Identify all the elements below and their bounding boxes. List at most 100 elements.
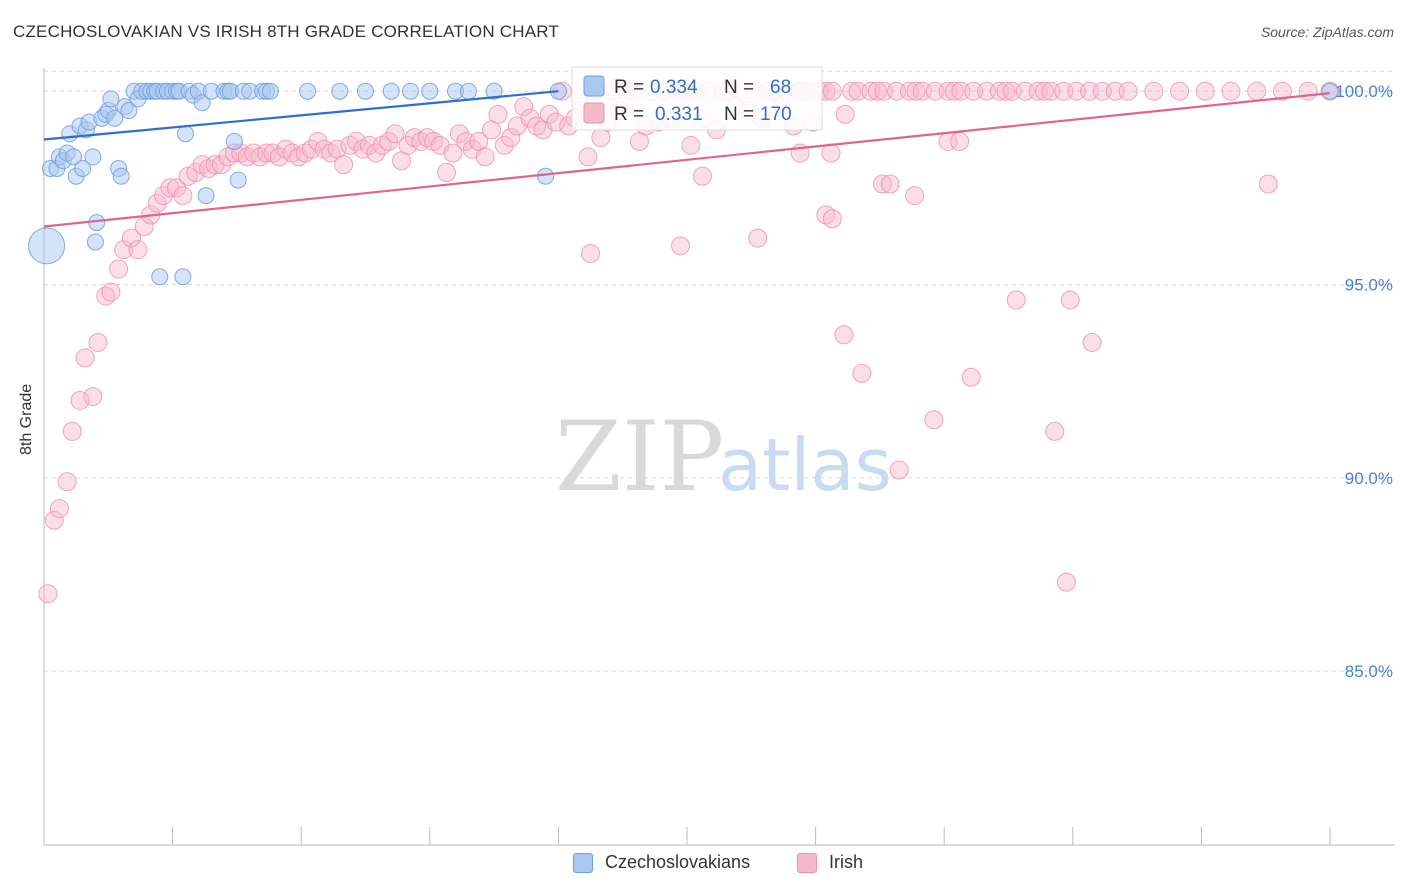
irish-point [443, 143, 463, 163]
irish-point [834, 325, 854, 345]
y-tick-label: 100.0% [1335, 82, 1393, 101]
irish-point [944, 81, 964, 101]
czechoslovakian-points [28, 82, 1339, 286]
stats-r-value-blue: 0.334 [650, 77, 698, 98]
stats-swatch-pink [583, 102, 605, 124]
czechoslovakian-point [106, 109, 124, 127]
irish-point [96, 286, 116, 306]
irish-point [822, 81, 842, 101]
czechoslovakian-point [120, 102, 138, 120]
legend-label-czechoslovakians: Czechoslovakians [605, 852, 751, 872]
irish-point [501, 128, 521, 148]
irish-point [1060, 290, 1080, 310]
irish-point [950, 131, 970, 151]
czechoslovakian-point [421, 82, 439, 100]
legend-item-irish[interactable]: Irish [797, 852, 863, 873]
irish-point [852, 363, 872, 383]
chart-title: CZECHOSLOVAKIAN VS IRISH 8TH GRADE CORRE… [13, 22, 559, 41]
irish-point [49, 499, 69, 519]
stats-swatch-blue [583, 75, 605, 97]
irish-point [1056, 572, 1076, 592]
irish-point [671, 236, 691, 256]
irish-point [520, 108, 540, 128]
tick-labels: 85.0%90.0%95.0%100.0%0.0%100.0% [1335, 82, 1393, 681]
czechoslovakian-point [193, 94, 211, 112]
irish-point [379, 131, 399, 151]
irish-point [385, 124, 405, 144]
czechoslovakian-point [65, 148, 83, 166]
irish-point [128, 240, 148, 260]
czechoslovakian-point [197, 187, 215, 205]
irish-point [269, 147, 289, 167]
irish-point [539, 104, 559, 124]
bottom-legend: Czechoslovakians Irish [0, 852, 1406, 878]
irish-point [1195, 81, 1215, 101]
irish-point [83, 387, 103, 407]
watermark: ZIP atlas [555, 401, 892, 513]
irish-point [70, 390, 90, 410]
irish-trend-line [43, 92, 1331, 228]
stats-n-value-pink: 170 [760, 104, 792, 125]
czechoslovakian-point [74, 160, 92, 178]
irish-point [308, 131, 328, 151]
watermark-atlas: atlas [718, 423, 892, 507]
irish-point [581, 244, 601, 264]
czechoslovakian-point [537, 167, 555, 185]
irish-point [1247, 81, 1267, 101]
y-tick-label: 90.0% [1345, 469, 1393, 488]
trend-lines [43, 90, 1331, 228]
czechoslovakian-point [174, 268, 192, 286]
irish-point [692, 166, 712, 186]
irish-point [101, 282, 121, 302]
irish-point [114, 240, 134, 260]
irish-point [1298, 81, 1318, 101]
czechoslovakian-point [229, 171, 247, 189]
irish-point [1170, 81, 1190, 101]
czechoslovakian-point [28, 227, 66, 265]
irish-point [835, 104, 855, 124]
irish-point [475, 147, 495, 167]
irish-point [1082, 332, 1102, 352]
legend-item-czechoslovakians[interactable]: Czechoslovakians [573, 852, 750, 873]
irish-point [134, 216, 154, 236]
irish-point [366, 143, 386, 163]
irish-point [346, 131, 366, 151]
irish-point [821, 143, 841, 163]
irish-point [906, 81, 926, 101]
irish-point [211, 155, 231, 175]
irish-point [166, 178, 186, 198]
irish-point [842, 81, 862, 101]
irish-point [256, 143, 276, 163]
czechoslovakian-point [84, 148, 102, 166]
czechoslovakian-point [402, 82, 420, 100]
irish-point [121, 228, 141, 248]
irish-point [514, 97, 534, 117]
irish-point [996, 81, 1016, 101]
czechoslovakian-point [261, 82, 279, 100]
irish-point [961, 367, 981, 387]
czechoslovakian-point [331, 82, 349, 100]
irish-point [748, 228, 768, 248]
stats-n-label-pink: N = [724, 104, 754, 125]
y-tick-label: 95.0% [1345, 275, 1393, 294]
irish-point [437, 162, 457, 182]
irish-point [1221, 81, 1241, 101]
czechoslovakian-point [1321, 82, 1339, 100]
source-label: Source: ZipAtlas.com [1260, 24, 1394, 40]
legend-swatch-blue [573, 852, 593, 873]
irish-point [872, 174, 892, 194]
irish-point [1006, 290, 1026, 310]
irish-point [109, 259, 129, 279]
irish-point [173, 186, 193, 206]
watermark-zip: ZIP [555, 401, 724, 513]
czechoslovakian-point [299, 82, 317, 100]
irish-point [1258, 174, 1278, 194]
irish-point [1035, 81, 1055, 101]
czechoslovakian-point [357, 82, 374, 100]
irish-point [147, 193, 167, 213]
irish-point [822, 209, 842, 229]
czechoslovakian-point [382, 82, 400, 100]
czechoslovakian-point [459, 82, 477, 100]
irish-point [62, 421, 82, 441]
czechoslovakian-point [176, 125, 194, 143]
